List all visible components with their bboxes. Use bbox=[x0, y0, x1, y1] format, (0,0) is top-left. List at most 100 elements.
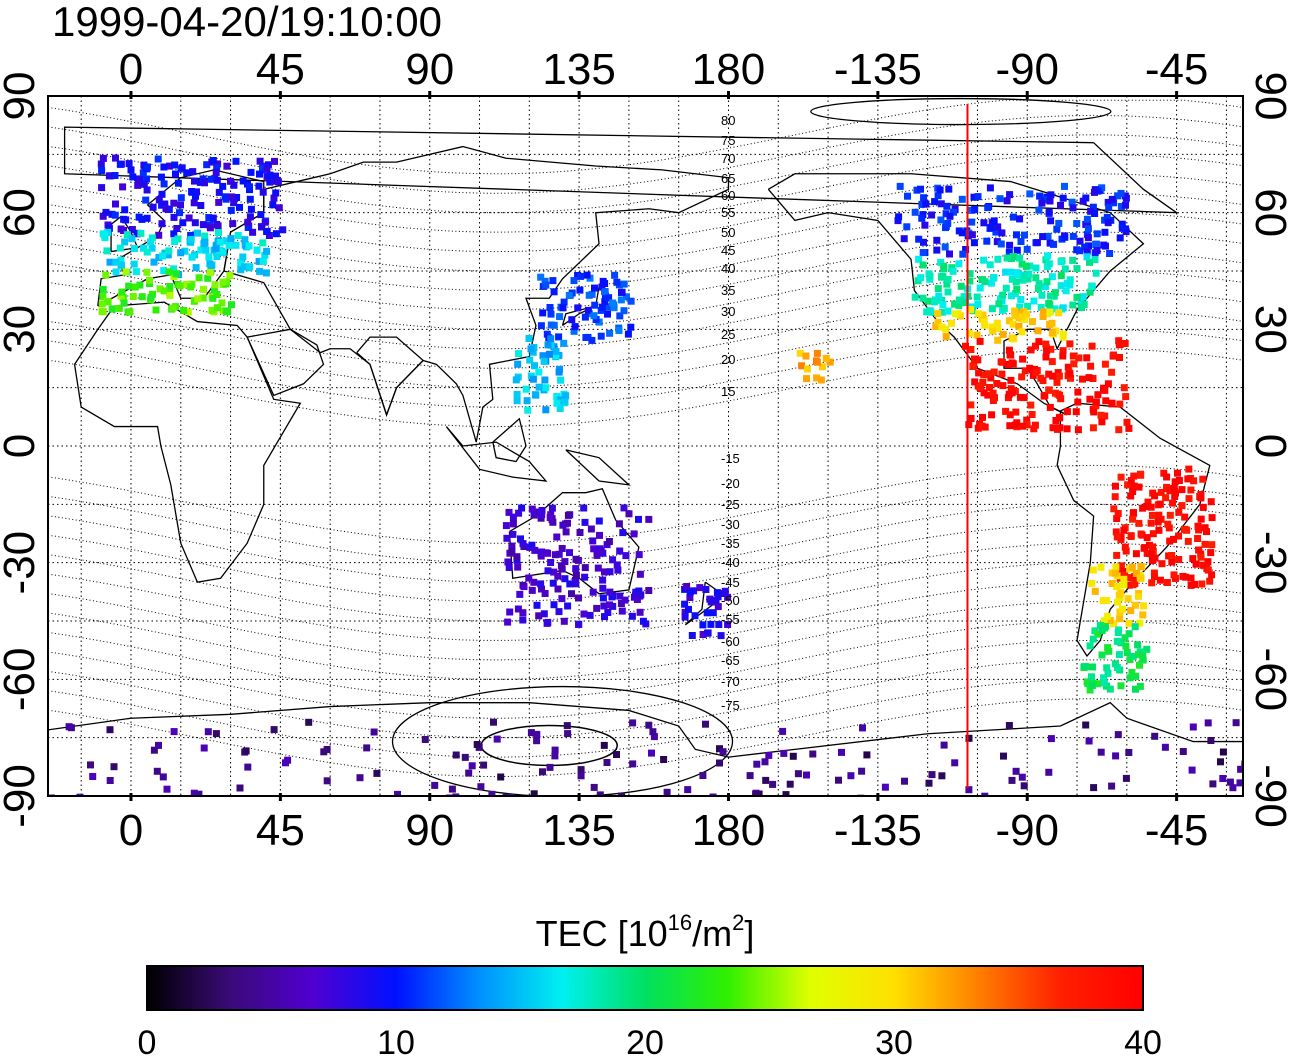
tec-cell bbox=[1137, 530, 1145, 538]
tec-cell bbox=[143, 214, 151, 222]
tec-cell bbox=[915, 255, 923, 263]
lon-tick-label: 90 bbox=[405, 45, 454, 94]
tec-cell bbox=[1013, 246, 1021, 254]
tec-cell bbox=[533, 601, 541, 609]
tec-cell bbox=[266, 178, 274, 186]
tec-cell bbox=[547, 310, 555, 318]
tec-cell bbox=[256, 157, 264, 165]
tec-cell bbox=[996, 195, 1004, 203]
tec-cell bbox=[575, 620, 583, 628]
tec-cell bbox=[1207, 737, 1215, 744]
tec-cell bbox=[826, 358, 834, 366]
mlat-label: 50 bbox=[721, 225, 735, 240]
tec-cell bbox=[505, 564, 513, 571]
tec-cell bbox=[1171, 478, 1179, 486]
tec-cell bbox=[1089, 663, 1096, 671]
tec-cell bbox=[553, 533, 561, 541]
tec-cell bbox=[134, 181, 142, 189]
tec-cell bbox=[181, 247, 189, 255]
tec-cell bbox=[944, 307, 952, 315]
tec-cell bbox=[606, 329, 614, 337]
tec-cell bbox=[99, 154, 107, 162]
tec-cell bbox=[1098, 418, 1106, 426]
lon-tick-label: 135 bbox=[542, 45, 615, 94]
tec-cell bbox=[245, 242, 253, 250]
tec-cell bbox=[1032, 342, 1039, 350]
tec-cell bbox=[817, 376, 825, 384]
tec-cell bbox=[1113, 533, 1121, 541]
tec-cell bbox=[938, 772, 946, 780]
tec-cell bbox=[1207, 549, 1215, 557]
tec-cell bbox=[1125, 619, 1133, 627]
tec-cell bbox=[179, 219, 187, 227]
tec-cell bbox=[1086, 288, 1094, 296]
tec-cell bbox=[1002, 268, 1010, 276]
tec-cell bbox=[558, 595, 566, 603]
tec-cell bbox=[1143, 645, 1151, 653]
tec-cell bbox=[980, 389, 988, 397]
tec-cell bbox=[605, 294, 612, 302]
tec-cell bbox=[213, 253, 221, 260]
tec-cell bbox=[98, 167, 106, 175]
tec-cell bbox=[1032, 368, 1040, 376]
tec-cell bbox=[561, 558, 569, 566]
tec-cell bbox=[515, 350, 523, 358]
tec-cell bbox=[188, 188, 196, 195]
tec-cell bbox=[1031, 421, 1039, 429]
tec-cell bbox=[1151, 554, 1159, 562]
tec-cell bbox=[1148, 579, 1156, 587]
mlat-label: -60 bbox=[721, 634, 740, 649]
tec-cell bbox=[201, 232, 209, 240]
tec-cell bbox=[789, 752, 797, 760]
tec-cell bbox=[1025, 270, 1033, 278]
tec-cell bbox=[1112, 563, 1120, 571]
tec-cell bbox=[962, 246, 970, 253]
tec-cell bbox=[506, 608, 514, 616]
tec-cell bbox=[975, 369, 983, 377]
tec-cell bbox=[206, 224, 214, 232]
lon-tick-label: -135 bbox=[834, 45, 922, 94]
tec-cell bbox=[158, 190, 166, 198]
tec-cell bbox=[629, 719, 637, 727]
tec-cell bbox=[1081, 243, 1089, 251]
tec-cell bbox=[1113, 515, 1121, 522]
tec-cell bbox=[123, 231, 131, 239]
tec-cell bbox=[529, 375, 537, 383]
tec-cell bbox=[581, 573, 589, 581]
tec-cell bbox=[504, 558, 512, 566]
lat-tick-label: 60 bbox=[1246, 188, 1292, 237]
tec-cell bbox=[622, 552, 630, 560]
tec-cell bbox=[555, 608, 563, 616]
tec-cell bbox=[532, 391, 540, 399]
tec-cell bbox=[546, 514, 554, 521]
tec-cell bbox=[1016, 303, 1024, 311]
tec-cell bbox=[989, 274, 997, 282]
tec-cell bbox=[1059, 333, 1067, 341]
tec-cell bbox=[548, 504, 556, 512]
tec-cell bbox=[988, 323, 996, 331]
tec-cell bbox=[1092, 269, 1100, 277]
tec-cell bbox=[1006, 422, 1014, 430]
tec-cell bbox=[270, 194, 278, 202]
tec-cell bbox=[901, 777, 908, 785]
tec-cell bbox=[244, 218, 252, 226]
tec-cell bbox=[570, 327, 578, 335]
tec-cell bbox=[1149, 530, 1157, 538]
tec-cell bbox=[1110, 351, 1118, 359]
tec-cell bbox=[237, 266, 245, 274]
top-longitude-axis: 0 45 90 135 180 -135 -90 -45 bbox=[119, 45, 1209, 94]
tec-cell bbox=[1128, 563, 1136, 571]
tec-cell bbox=[558, 545, 566, 552]
tec-cell bbox=[1106, 685, 1114, 693]
tec-cell bbox=[363, 744, 371, 752]
tec-cell bbox=[818, 363, 826, 371]
tec-cell bbox=[255, 257, 263, 265]
tec-cell bbox=[618, 607, 626, 615]
tec-cell bbox=[1086, 642, 1094, 650]
tec-cell bbox=[142, 196, 150, 204]
tec-cell bbox=[519, 616, 527, 624]
tec-cell bbox=[685, 605, 692, 613]
tec-cell bbox=[507, 793, 515, 796]
tec-cell bbox=[534, 508, 542, 516]
tec-cell bbox=[212, 168, 220, 176]
